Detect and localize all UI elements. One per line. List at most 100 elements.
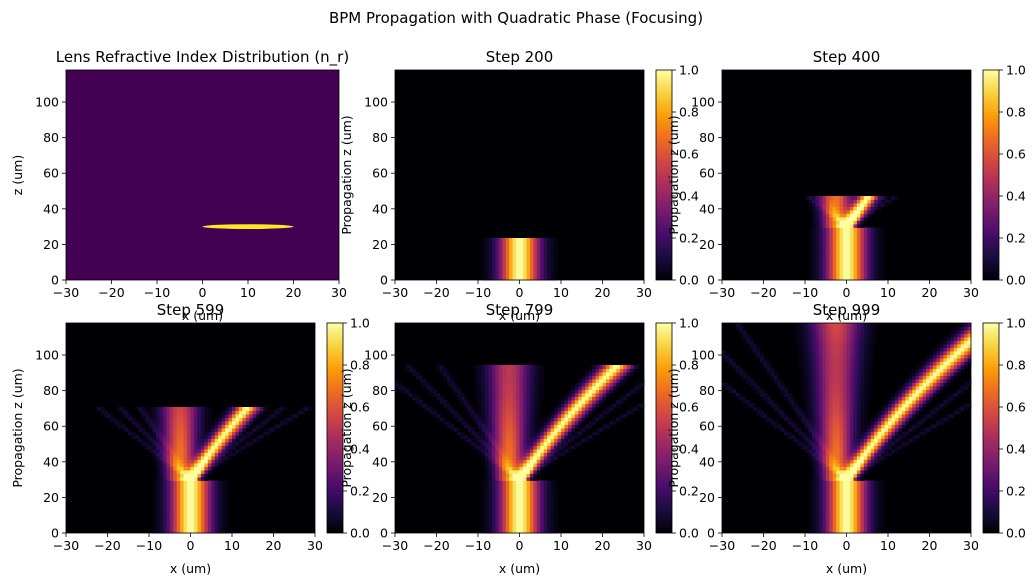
heatmap-cell <box>516 505 520 509</box>
heatmap-cell <box>784 414 789 418</box>
heatmap-cell <box>509 473 513 478</box>
heatmap-cell <box>756 354 761 359</box>
heatmap-cell <box>832 508 837 513</box>
heatmap-cell <box>805 428 809 432</box>
heatmap-cell <box>849 210 854 214</box>
heatmap-cell <box>495 505 500 509</box>
heatmap-cell <box>488 375 493 380</box>
heatmap-cell <box>554 238 558 242</box>
heatmap-cell <box>811 241 816 246</box>
heatmap-cell <box>832 428 837 432</box>
heatmap-cell <box>491 276 496 281</box>
heatmap-cell <box>888 449 892 453</box>
heatmap-cell <box>891 196 896 200</box>
heatmap-cell <box>491 403 496 408</box>
heatmap-cell <box>481 262 486 267</box>
heatmap-cell <box>602 389 607 394</box>
heatmap-cell <box>616 372 621 376</box>
heatmap-cell <box>533 445 538 450</box>
heatmap-cell <box>457 414 462 418</box>
heatmap-cell <box>516 393 520 397</box>
heatmap-cell <box>919 407 923 411</box>
x-tick-label: −10 <box>136 538 162 553</box>
heatmap-cell <box>526 389 531 394</box>
heatmap-cell <box>180 526 184 530</box>
heatmap-cell <box>557 442 562 446</box>
heatmap-cell <box>811 428 816 432</box>
heatmap-cell <box>815 452 820 457</box>
heatmap-cell <box>547 238 552 242</box>
heatmap-cell <box>457 396 462 401</box>
heatmap-cell <box>478 368 482 373</box>
heatmap-cell <box>946 368 951 373</box>
heatmap-cell <box>908 396 913 401</box>
heatmap-cell <box>832 424 837 429</box>
heatmap-cell <box>567 428 572 432</box>
heatmap-cell <box>218 452 223 457</box>
heatmap-cell <box>867 273 872 277</box>
heatmap-cell <box>512 515 517 520</box>
heatmap-cell <box>829 494 834 499</box>
heatmap-cell <box>863 519 868 523</box>
heatmap-cell <box>825 456 830 460</box>
heatmap-cell <box>446 382 451 387</box>
heatmap-cell <box>846 273 851 277</box>
heatmap-cell <box>512 494 517 499</box>
heatmap-cell <box>926 382 930 387</box>
heatmap-cell <box>242 424 247 429</box>
heatmap-cell <box>516 487 520 492</box>
heatmap-cell <box>526 379 531 383</box>
heatmap-cell <box>474 417 479 422</box>
heatmap-cell <box>526 456 531 460</box>
heatmap-cell <box>894 449 899 453</box>
heatmap-cell <box>509 452 513 457</box>
heatmap-cell <box>836 199 840 204</box>
heatmap-cell <box>815 354 820 359</box>
heatmap-cell <box>592 396 596 401</box>
heatmap-cell <box>522 262 527 267</box>
heatmap-cell <box>874 442 879 446</box>
heatmap-cell <box>908 375 913 380</box>
heatmap-cell <box>588 435 593 439</box>
heatmap-cell <box>946 379 951 383</box>
heatmap-cell <box>818 417 823 422</box>
heatmap-cell <box>543 365 548 369</box>
heatmap-cell <box>822 266 827 270</box>
heatmap-cell <box>867 452 872 457</box>
heatmap-cell <box>522 519 527 523</box>
heatmap-cell <box>746 403 751 408</box>
heatmap-cell <box>522 452 527 457</box>
heatmap-cell <box>805 386 809 390</box>
heatmap-cell <box>509 276 513 281</box>
heatmap-cell <box>197 466 202 471</box>
heatmap-cell <box>881 196 885 200</box>
heatmap-cell <box>849 361 854 366</box>
heatmap-cell <box>540 428 545 432</box>
heatmap-cell <box>249 431 254 436</box>
heatmap-cell <box>915 400 920 404</box>
heatmap-cell <box>522 269 527 274</box>
heatmap-cell <box>777 375 782 380</box>
heatmap-cell <box>502 382 507 387</box>
heatmap-cell <box>193 508 198 513</box>
heatmap-cell <box>536 494 541 499</box>
x-axis-label: x (um) <box>499 561 540 576</box>
heatmap-cell <box>849 428 854 432</box>
heatmap-cell <box>547 245 552 249</box>
heatmap-cell <box>152 491 157 495</box>
heatmap-cell <box>853 400 858 404</box>
heatmap-cell <box>815 393 820 397</box>
heatmap-cell <box>808 508 813 513</box>
heatmap-cell <box>166 526 171 530</box>
heatmap-cell <box>169 459 174 464</box>
heatmap-cell <box>183 473 188 478</box>
heatmap-cell <box>554 505 558 509</box>
heatmap-cell <box>846 396 851 401</box>
heatmap-cell <box>211 456 216 460</box>
heatmap-cell <box>478 375 482 380</box>
heatmap-cell <box>519 477 524 481</box>
x-tick-label: 0 <box>187 538 195 553</box>
heatmap-cell <box>550 269 555 274</box>
